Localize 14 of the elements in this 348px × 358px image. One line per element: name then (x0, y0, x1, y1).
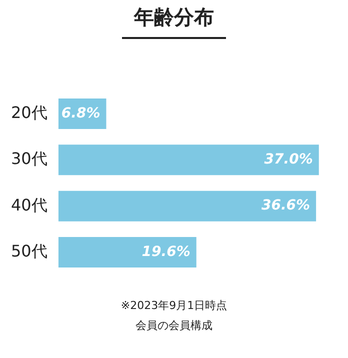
bar (58, 144, 319, 176)
bar (58, 237, 196, 268)
data-label: 37.0% (264, 152, 313, 168)
y-tick-label: 40代 (11, 195, 48, 214)
data-label: 6.8% (61, 105, 100, 122)
y-tick-label: 50代 (11, 241, 48, 260)
y-tick-label: 30代 (11, 149, 48, 168)
y-tick-label: 20代 (11, 102, 48, 122)
chart-title: 年齢分布 (122, 4, 226, 39)
text: 会員の会員構成 (134, 318, 214, 334)
data-label: 36.6% (261, 198, 310, 214)
data-label: 19.6% (142, 244, 190, 260)
bar (58, 190, 316, 222)
text: ※2023年9月1日時点 (120, 298, 228, 314)
